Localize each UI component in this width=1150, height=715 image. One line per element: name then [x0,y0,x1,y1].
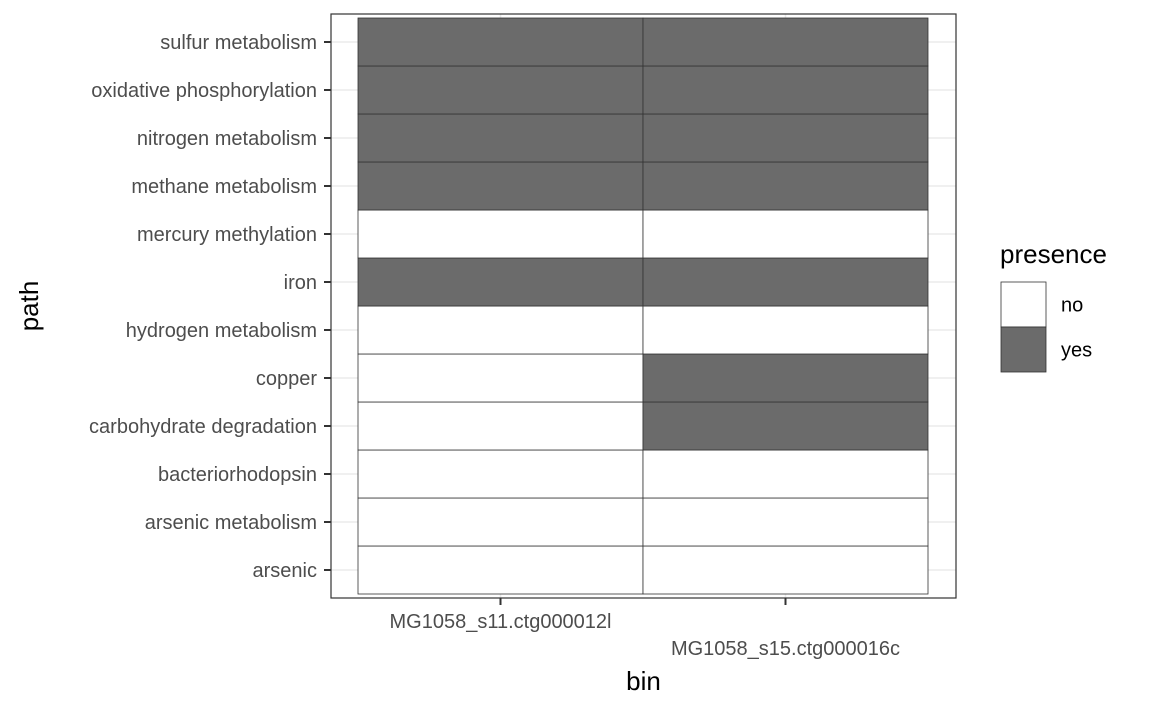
legend-title: presence [1000,239,1107,269]
heatmap-tile [357,65,644,115]
y-tick-label: hydrogen metabolism [126,320,317,342]
legend-label-no: no [1061,295,1083,317]
y-tick-label: oxidative phosphorylation [91,80,317,102]
x-tick-label: MG1058_s15.ctg000016c [671,638,900,660]
legend-items: no yes [1000,281,1092,373]
axes: arsenic arsenic metabolism bacteriorhodops… [89,32,900,660]
y-tick-label: carbohydrate degradation [89,416,317,438]
heatmap-tile [642,497,929,547]
heatmap-tiles [357,17,929,595]
y-tick-label: mercury methylation [137,224,317,246]
heatmap-tile [357,113,644,163]
heatmap-tile [642,17,929,67]
y-tick-label: sulfur metabolism [160,32,317,54]
heatmap-tile [642,305,929,355]
panel-border [330,13,957,599]
y-tick-label: methane metabolism [131,176,317,198]
heatmap-tile [357,161,644,211]
legend: presence no yes [1000,239,1107,373]
y-tick-label: nitrogen metabolism [137,128,317,150]
heatmap-tile [642,113,929,163]
heatmap-tile [642,257,929,307]
y-tick-label: arsenic [253,560,317,582]
y-tick-label: bacteriorhodopsin [158,464,317,486]
heatmap-tile [357,497,644,547]
x-tick-label: MG1058_s11.ctg000012l [389,611,611,633]
heatmap-tile [642,161,929,211]
heatmap-tile [642,401,929,451]
y-tick-label: copper [256,368,317,390]
heatmap-tile [357,449,644,499]
heatmap-tile [642,209,929,259]
heatmap-tile [642,449,929,499]
heatmap-tile [357,17,644,67]
heatmap-tile [357,545,644,595]
heatmap-tile [642,65,929,115]
x-axis-title: bin [626,666,661,696]
y-tick-label: arsenic metabolism [145,512,317,534]
y-axis-title: path [14,281,44,332]
heatmap-tile [357,353,644,403]
heatmap-tile [357,401,644,451]
heatmap-tile [357,209,644,259]
heatmap-tile [642,353,929,403]
y-tick-label: iron [284,272,317,294]
legend-key-no [1000,281,1047,328]
legend-label-yes: yes [1061,340,1092,362]
heatmap-tile [357,305,644,355]
legend-key-yes [1000,326,1047,373]
heatmap-tile [642,545,929,595]
heatmap-tile [357,257,644,307]
